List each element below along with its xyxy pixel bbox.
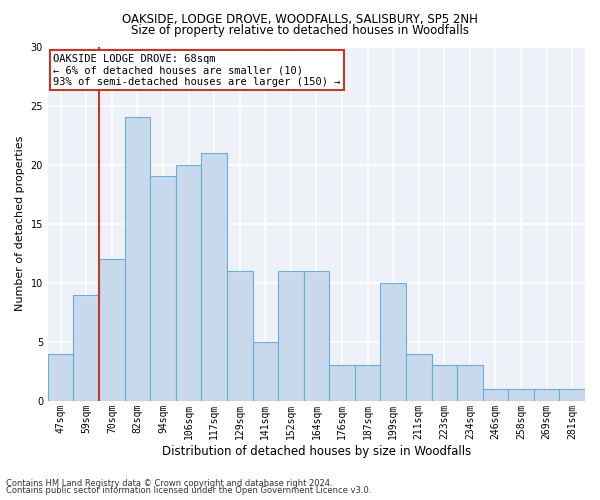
Bar — [176, 164, 202, 401]
Bar — [482, 389, 508, 401]
Bar — [304, 271, 329, 401]
Text: Contains public sector information licensed under the Open Government Licence v3: Contains public sector information licen… — [6, 486, 371, 495]
Bar — [431, 366, 457, 401]
Bar — [48, 354, 73, 401]
Bar — [380, 283, 406, 401]
Bar — [329, 366, 355, 401]
Text: OAKSIDE, LODGE DROVE, WOODFALLS, SALISBURY, SP5 2NH: OAKSIDE, LODGE DROVE, WOODFALLS, SALISBU… — [122, 12, 478, 26]
Bar — [150, 176, 176, 401]
Bar — [278, 271, 304, 401]
Bar — [534, 389, 559, 401]
Bar — [99, 259, 125, 401]
Bar — [125, 118, 150, 401]
Text: Contains HM Land Registry data © Crown copyright and database right 2024.: Contains HM Land Registry data © Crown c… — [6, 478, 332, 488]
Bar — [457, 366, 482, 401]
Bar — [253, 342, 278, 401]
Bar — [227, 271, 253, 401]
Bar — [202, 153, 227, 401]
X-axis label: Distribution of detached houses by size in Woodfalls: Distribution of detached houses by size … — [162, 444, 471, 458]
Bar — [508, 389, 534, 401]
Text: Size of property relative to detached houses in Woodfalls: Size of property relative to detached ho… — [131, 24, 469, 37]
Bar — [355, 366, 380, 401]
Bar — [73, 294, 99, 401]
Text: OAKSIDE LODGE DROVE: 68sqm
← 6% of detached houses are smaller (10)
93% of semi-: OAKSIDE LODGE DROVE: 68sqm ← 6% of detac… — [53, 54, 341, 87]
Y-axis label: Number of detached properties: Number of detached properties — [15, 136, 25, 312]
Bar — [406, 354, 431, 401]
Bar — [559, 389, 585, 401]
